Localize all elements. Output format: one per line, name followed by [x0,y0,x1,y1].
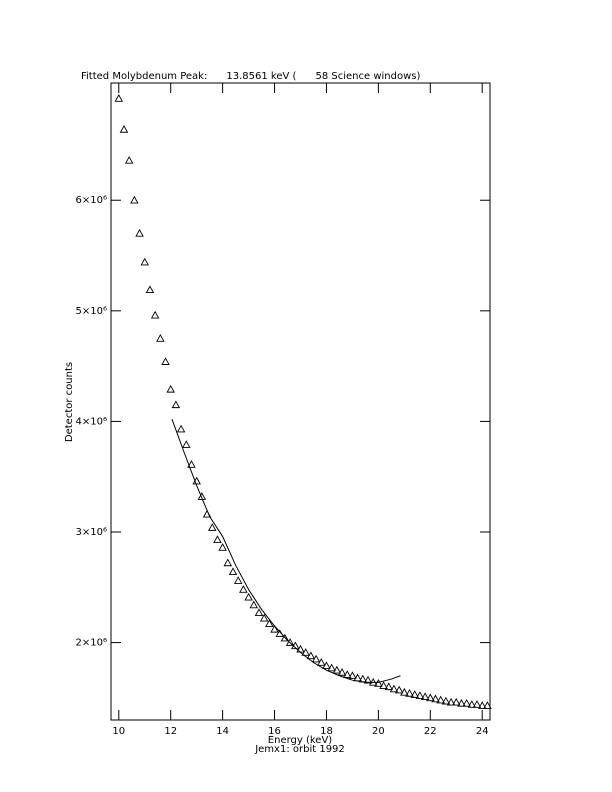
data-point [483,701,492,709]
x-tick-label: 18 [320,726,333,737]
data-point [213,535,222,543]
data-point [161,357,170,365]
data-point [301,648,310,656]
data-point [337,668,347,676]
data-point [124,155,134,164]
y-tick-label: 2×10⁶ [76,638,107,649]
data-point [311,654,321,663]
data-point [233,576,243,584]
x-axis-label: Energy (keV) [268,735,333,746]
data-point [348,671,357,680]
data-point [426,693,435,702]
data-point [374,679,383,687]
data-point [265,619,274,628]
data-point [187,460,196,468]
data-point [342,670,352,678]
data-point [457,698,466,707]
data-point [239,585,248,593]
x-tick-label: 16 [268,726,281,737]
data-point [197,492,207,500]
x-tick-label: 22 [424,726,437,737]
x-tick-label: 24 [476,726,489,737]
data-point [322,661,331,670]
chart-subtitle: Jemx1: orbit 1992 [254,744,345,755]
data-point [477,701,487,709]
data-point [166,384,175,393]
data-point [244,592,253,601]
data-point [182,440,191,448]
y-tick-label: 6×10⁶ [76,195,107,206]
data-point [472,700,482,708]
chart-title: Fitted Molybdenum Peak: 13.8561 keV ( 58… [81,71,421,82]
data-point [306,651,316,660]
data-point [415,691,425,699]
x-tick-label: 14 [216,726,229,737]
data-point [223,558,233,567]
data-point [150,310,160,319]
data-point [462,698,471,707]
data-point [431,694,440,703]
data-point [327,663,336,672]
data-point [363,675,373,684]
data-point [317,658,326,666]
data-point [249,600,259,609]
data-point [451,697,461,706]
data-point [114,94,124,102]
plot-frame [110,82,491,721]
data-point [140,257,150,266]
data-point [176,424,186,433]
data-point [228,567,238,576]
fit-line [171,419,401,683]
x-tick-label: 20 [372,726,385,737]
data-point [410,690,419,698]
x-tick-label: 12 [164,726,177,737]
y-axis-label: Detector counts [64,362,75,442]
data-point [384,682,394,691]
data-point [119,125,129,133]
data-point [405,689,414,697]
data-point [441,696,451,705]
data-point [218,543,227,551]
y-tick-label: 5×10⁶ [76,306,107,317]
data-point [400,687,409,696]
data-point [156,334,165,342]
data-point [379,681,388,689]
data-point [389,684,399,693]
data-point [394,685,404,694]
y-tick-label: 4×10⁶ [76,416,107,427]
y-tick-label: 3×10⁶ [76,527,107,538]
data-point [436,695,445,704]
data-point [130,195,139,204]
data-point [259,613,269,622]
data-point [145,285,155,294]
data-point [285,638,295,646]
data-point [446,697,456,706]
data-point [254,608,264,616]
data-point [467,700,477,708]
data-point [332,665,342,674]
data-point [171,400,181,409]
data-point [207,523,217,531]
data-point [280,633,290,642]
data-point [270,624,279,633]
x-tick-label: 10 [112,726,125,737]
data-point [135,228,144,237]
data-point [420,692,430,701]
